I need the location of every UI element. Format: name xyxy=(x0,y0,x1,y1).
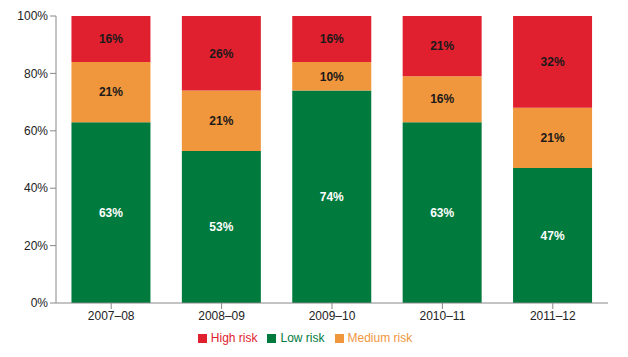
svg-text:21%: 21% xyxy=(99,85,123,99)
svg-text:20%: 20% xyxy=(24,239,48,253)
svg-text:47%: 47% xyxy=(541,229,565,243)
svg-text:16%: 16% xyxy=(99,32,123,46)
svg-text:53%: 53% xyxy=(209,220,233,234)
svg-text:26%: 26% xyxy=(209,47,233,61)
svg-text:10%: 10% xyxy=(320,70,344,84)
svg-text:32%: 32% xyxy=(541,55,565,69)
svg-text:21%: 21% xyxy=(209,114,233,128)
svg-text:63%: 63% xyxy=(430,206,454,220)
svg-text:74%: 74% xyxy=(320,190,344,204)
svg-text:0%: 0% xyxy=(31,296,49,310)
svg-text:16%: 16% xyxy=(430,92,454,106)
html-text:High risk: High risk xyxy=(210,331,258,345)
svg-text:21%: 21% xyxy=(541,131,565,145)
svg-text:2011–12: 2011–12 xyxy=(530,309,576,323)
svg-text:2009–10: 2009–10 xyxy=(309,309,356,323)
html-text:Low risk: Low risk xyxy=(280,331,325,345)
svg-text:40%: 40% xyxy=(24,181,48,195)
svg-text:21%: 21% xyxy=(430,39,454,53)
svg-text:100%: 100% xyxy=(17,9,48,23)
svg-text:16%: 16% xyxy=(320,32,344,46)
svg-text:60%: 60% xyxy=(24,124,48,138)
svg-text:63%: 63% xyxy=(99,206,123,220)
svg-text:2010–11: 2010–11 xyxy=(419,309,465,323)
svg-text:80%: 80% xyxy=(24,67,48,81)
html-text:Medium risk: Medium risk xyxy=(347,331,413,345)
svg-text:2007–08: 2007–08 xyxy=(88,309,135,323)
svg-text:2008–09: 2008–09 xyxy=(198,309,245,323)
